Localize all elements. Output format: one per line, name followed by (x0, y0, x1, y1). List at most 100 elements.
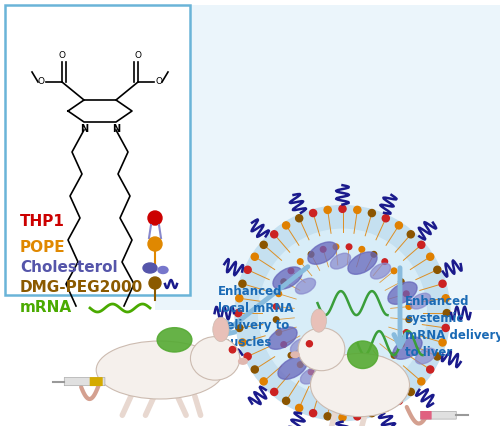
Ellipse shape (380, 368, 400, 384)
Ellipse shape (190, 337, 240, 380)
Text: Enhanced
local mRNA
delivery to
muscles: Enhanced local mRNA delivery to muscles (218, 285, 294, 349)
Circle shape (339, 205, 346, 213)
Text: Enhanced
systemic
mRNA delivery
to liver: Enhanced systemic mRNA delivery to liver (405, 295, 500, 359)
Ellipse shape (96, 341, 224, 399)
Circle shape (230, 346, 235, 353)
Circle shape (398, 342, 404, 347)
Ellipse shape (410, 293, 430, 309)
Circle shape (382, 215, 390, 222)
Circle shape (426, 366, 434, 373)
Circle shape (391, 353, 397, 358)
Circle shape (324, 413, 331, 420)
Circle shape (346, 244, 352, 250)
Circle shape (148, 211, 162, 225)
Circle shape (148, 237, 162, 251)
FancyBboxPatch shape (5, 5, 190, 295)
FancyBboxPatch shape (420, 412, 456, 419)
Circle shape (368, 410, 376, 417)
Text: O: O (37, 78, 44, 86)
Circle shape (270, 231, 278, 238)
Circle shape (354, 413, 361, 420)
Circle shape (320, 247, 326, 252)
Circle shape (398, 279, 404, 285)
Ellipse shape (348, 252, 377, 274)
Circle shape (281, 279, 286, 285)
Circle shape (407, 389, 414, 395)
Circle shape (382, 404, 390, 412)
Circle shape (310, 210, 316, 216)
Circle shape (298, 259, 303, 265)
Circle shape (251, 253, 258, 260)
Circle shape (288, 353, 294, 358)
Circle shape (439, 339, 446, 346)
FancyBboxPatch shape (90, 378, 102, 386)
Circle shape (276, 291, 281, 296)
Ellipse shape (388, 282, 417, 304)
Ellipse shape (298, 328, 345, 371)
Circle shape (418, 241, 425, 248)
Circle shape (306, 341, 312, 347)
Circle shape (296, 215, 302, 222)
Circle shape (298, 362, 303, 368)
Circle shape (333, 377, 339, 382)
Ellipse shape (393, 337, 422, 359)
Ellipse shape (278, 357, 307, 379)
FancyBboxPatch shape (64, 377, 105, 386)
Text: Cholesterol: Cholesterol (20, 261, 117, 276)
Ellipse shape (348, 341, 378, 368)
Ellipse shape (268, 327, 297, 349)
Circle shape (244, 266, 251, 273)
Text: mRNA: mRNA (20, 300, 72, 316)
Circle shape (443, 310, 450, 317)
Circle shape (270, 389, 278, 395)
Circle shape (251, 366, 258, 373)
Ellipse shape (311, 309, 326, 332)
Circle shape (354, 206, 361, 213)
Ellipse shape (370, 263, 390, 279)
Circle shape (368, 210, 376, 216)
Circle shape (234, 310, 242, 317)
Ellipse shape (296, 278, 316, 294)
Circle shape (339, 414, 346, 421)
Circle shape (404, 330, 409, 335)
Circle shape (274, 317, 279, 322)
Circle shape (371, 251, 376, 257)
Circle shape (236, 325, 243, 331)
Circle shape (308, 369, 314, 375)
Circle shape (282, 397, 290, 404)
Circle shape (359, 247, 364, 252)
Ellipse shape (416, 348, 436, 364)
Circle shape (333, 244, 339, 250)
Circle shape (288, 268, 294, 273)
Circle shape (324, 206, 331, 213)
Circle shape (406, 304, 411, 309)
Text: DMG-PEG2000: DMG-PEG2000 (20, 280, 144, 296)
Ellipse shape (290, 338, 310, 354)
Circle shape (434, 353, 441, 360)
Text: POPE: POPE (20, 241, 66, 256)
Circle shape (244, 353, 251, 360)
Ellipse shape (358, 357, 387, 379)
Polygon shape (155, 5, 500, 310)
Circle shape (239, 280, 246, 287)
Circle shape (426, 253, 434, 260)
Circle shape (260, 241, 267, 248)
Ellipse shape (310, 354, 410, 417)
Text: O: O (134, 51, 141, 60)
Ellipse shape (273, 267, 302, 289)
FancyBboxPatch shape (421, 412, 431, 419)
Circle shape (258, 229, 426, 397)
Text: N: N (80, 124, 88, 134)
Circle shape (434, 266, 441, 273)
Circle shape (281, 342, 286, 347)
Circle shape (235, 206, 450, 420)
Ellipse shape (157, 328, 192, 352)
Circle shape (396, 397, 402, 404)
Circle shape (382, 362, 388, 368)
Circle shape (406, 317, 411, 322)
Circle shape (346, 377, 352, 382)
Ellipse shape (238, 358, 248, 364)
Circle shape (382, 259, 388, 265)
Ellipse shape (291, 352, 299, 357)
Circle shape (310, 410, 316, 417)
